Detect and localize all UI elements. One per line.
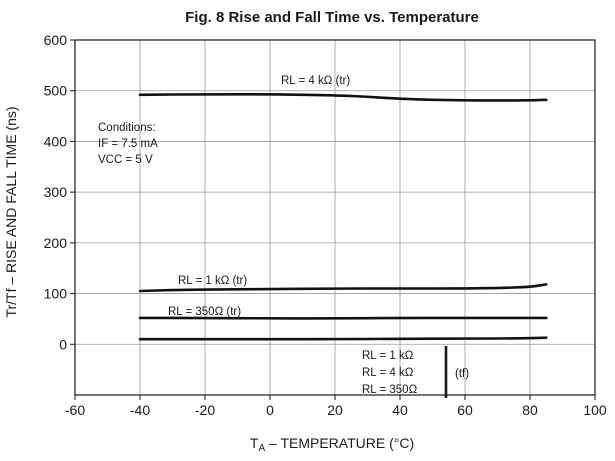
series-group <box>138 93 548 341</box>
x-tick-label: 80 <box>522 402 538 418</box>
label-rl1k-tr: RL = 1 kΩ (tr) <box>178 275 247 287</box>
series-line-1 <box>138 283 548 293</box>
series-line-3 <box>138 336 548 341</box>
y-tick-label: 300 <box>44 184 68 200</box>
x-axis-label-rest: – TEMPERATURE (°C) <box>265 435 414 451</box>
x-tick-label: -20 <box>195 402 215 418</box>
x-tick-label: -60 <box>65 402 85 418</box>
x-axis-label-sub: A <box>258 443 265 454</box>
series-line-2 <box>138 316 548 320</box>
series-line-0 <box>138 93 548 102</box>
x-tick-label: 0 <box>266 402 274 418</box>
x-tick-label: 40 <box>392 402 408 418</box>
y-axis-label: Tr/Tf – RISE AND FALL TIME (ns) <box>3 106 19 317</box>
conditions-if: IF = 7.5 mA <box>98 138 158 150</box>
label-tf-rl350: RL = 350Ω <box>362 384 418 396</box>
y-tick-label: 500 <box>44 83 68 99</box>
chart-title: Fig. 8 Rise and Fall Time vs. Temperatur… <box>185 9 479 26</box>
y-tick-label: 200 <box>44 235 68 251</box>
x-tick-label: 20 <box>327 402 343 418</box>
y-tick-label: 600 <box>44 32 68 48</box>
label-rl4k-tr: RL = 4 kΩ (tr) <box>281 75 350 87</box>
y-tick-label: 0 <box>59 336 67 352</box>
y-tick-label: 100 <box>44 286 68 302</box>
conditions-title: Conditions: <box>98 122 156 134</box>
label-rl350-tr: RL = 350Ω (tr) <box>168 306 241 318</box>
x-axis-label: TA – TEMPERATURE (°C) <box>250 435 414 454</box>
label-tf-rl1k: RL = 1 kΩ <box>362 350 414 362</box>
x-tick-label: 100 <box>583 402 607 418</box>
x-axis-label-main: T <box>250 435 259 451</box>
axis-ticks: -60 -40 -20 0 20 40 60 80 100 0 100 200 300 400 500 600 <box>44 32 607 418</box>
grid <box>75 40 595 395</box>
label-tf: (tf) <box>455 368 469 380</box>
conditions-vcc: VCC = 5 V <box>98 154 153 166</box>
y-tick-label: 400 <box>44 133 68 149</box>
label-tf-rl4k: RL = 4 kΩ <box>362 367 414 379</box>
x-tick-label: 60 <box>457 402 473 418</box>
x-tick-label: -40 <box>130 402 150 418</box>
